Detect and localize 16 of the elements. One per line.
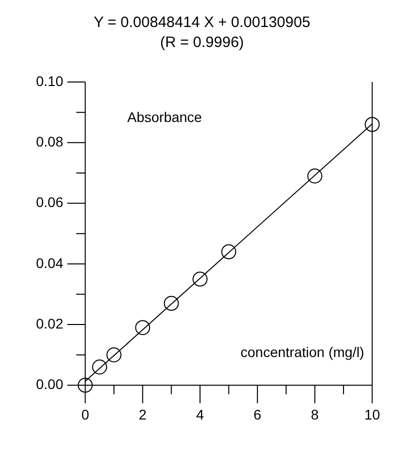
chart-title: Y = 0.00848414 X + 0.00130905: [94, 14, 310, 32]
y-tick-label: 0.04: [36, 254, 64, 271]
y-tick-label: 0.10: [36, 72, 64, 89]
y-tick-label: 0.02: [36, 315, 64, 332]
y-axis-title: Absorbance: [127, 108, 202, 125]
x-tick-label: 4: [196, 406, 204, 422]
chart-subtitle: (R = 0.9996): [160, 34, 244, 52]
x-tick-label: 10: [364, 406, 380, 422]
x-tick-label: 0: [81, 406, 90, 422]
x-tick-label: 6: [254, 406, 262, 422]
x-tick-label: 8: [310, 406, 319, 422]
y-tick-label: 0.00: [36, 376, 64, 392]
x-tick-label: 2: [138, 406, 147, 422]
y-tick-label: 0.06: [36, 194, 64, 210]
x-axis-title: concentration (mg/l): [240, 344, 364, 360]
y-tick-label: 0.08: [36, 134, 64, 150]
